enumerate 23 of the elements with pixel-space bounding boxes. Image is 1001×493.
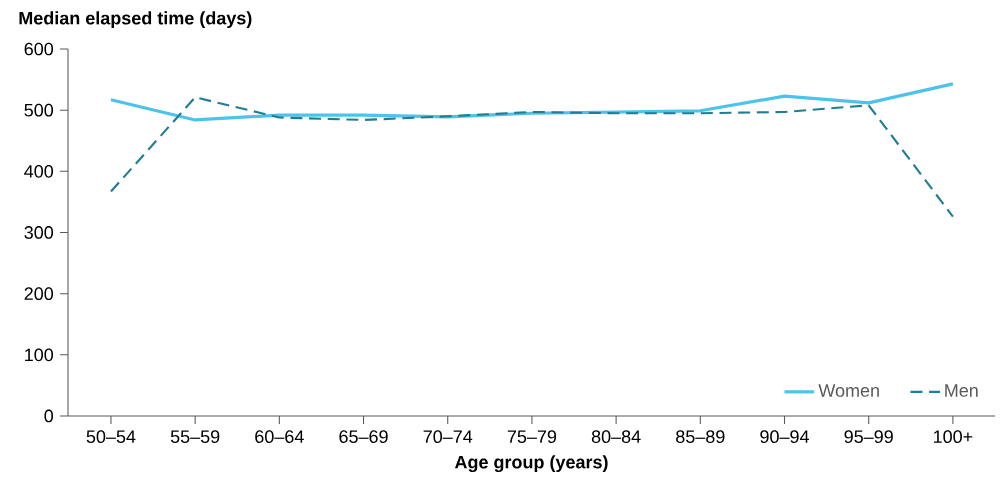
y-tick-label: 0 xyxy=(44,409,54,423)
y-tick-label: 300 xyxy=(24,226,54,239)
legend-label: Women xyxy=(818,384,879,397)
x-tick-label: 70–74 xyxy=(423,430,473,443)
x-tick-label: 55–59 xyxy=(170,430,220,443)
y-axis-title: Median elapsed time (days) xyxy=(19,11,252,29)
x-tick-label: 85–89 xyxy=(676,430,725,443)
x-axis-title: Age group (years) xyxy=(454,455,608,473)
x-tick-label: 95–99 xyxy=(844,430,893,443)
legend-label: Men xyxy=(945,384,978,397)
x-tick-label: 100+ xyxy=(934,430,973,443)
x-tick-label: 50–54 xyxy=(86,430,136,443)
x-tick-label: 80–84 xyxy=(591,430,641,443)
x-tick-label: 90–94 xyxy=(760,430,809,443)
x-tick-label: 65–69 xyxy=(339,430,388,443)
y-tick-label: 600 xyxy=(24,42,54,56)
x-tick-label: 60–64 xyxy=(255,430,304,443)
x-tick-label: 75–79 xyxy=(507,430,557,443)
y-tick-label: 200 xyxy=(24,287,54,301)
line-series xyxy=(109,96,954,218)
y-tick-label: 400 xyxy=(24,164,54,178)
y-tick-label: 100 xyxy=(25,348,54,362)
y-tick-label: 500 xyxy=(24,103,54,117)
